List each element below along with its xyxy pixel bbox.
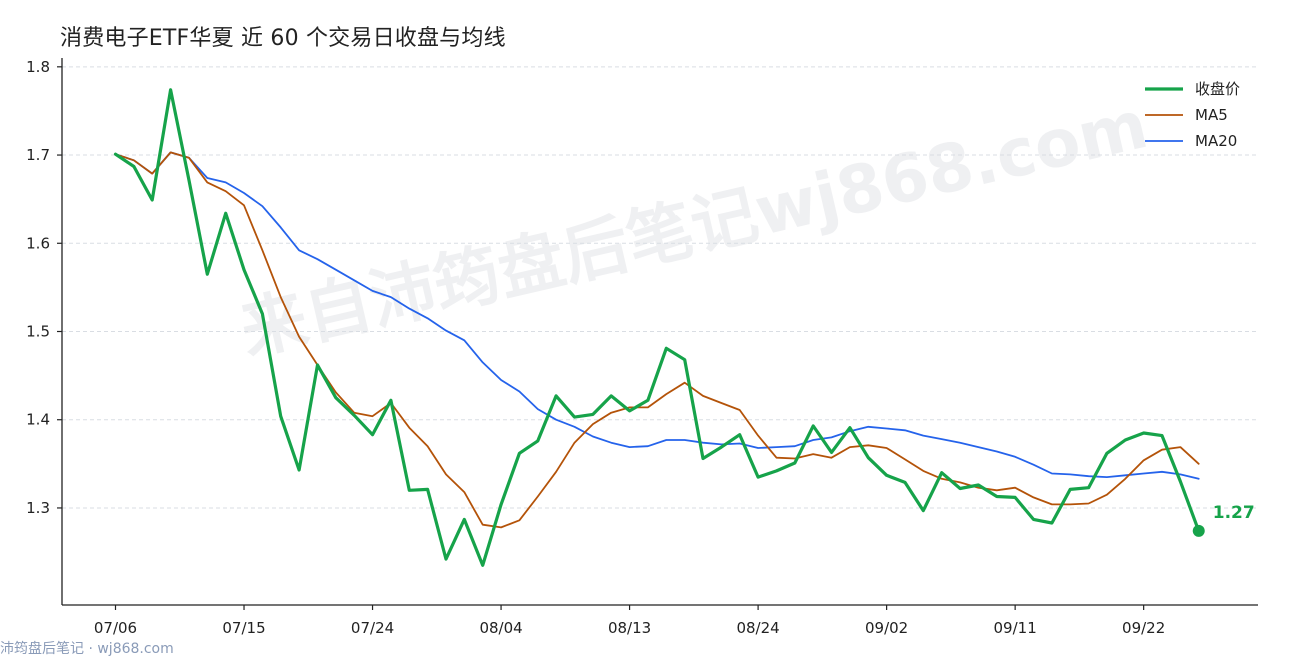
series-layer (113, 88, 1201, 567)
last-close-label: 1.27 (1213, 503, 1255, 523)
x-tick-label: 09/11 (994, 619, 1037, 637)
series-line-close (113, 88, 1201, 567)
tick-layer: 1.3 1.4 1.5 1.6 1.7 1.8 07/06 07/15 07/24 08/04 08… (26, 58, 1165, 637)
x-tick-label: 07/24 (351, 619, 394, 637)
chart-title: 消费电子ETF华夏 近 60 个交易日收盘与均线 (60, 26, 506, 51)
legend: 收盘价 MA5 MA20 (1145, 80, 1240, 150)
x-tick-label: 07/15 (222, 619, 265, 637)
x-tick-label: 08/13 (608, 619, 651, 637)
y-tick-label: 1.4 (26, 411, 50, 429)
series-line-ma5 (114, 151, 1200, 529)
legend-label-ma20: MA20 (1195, 132, 1237, 150)
x-tick-label: 09/02 (865, 619, 908, 637)
y-tick-label: 1.8 (26, 58, 50, 76)
footer-credit: 沛筠盘后笔记 · wj868.com (0, 641, 174, 657)
legend-label-ma5: MA5 (1195, 106, 1228, 124)
end-marker-layer: 1.27 (1192, 503, 1255, 537)
last-close-point (1192, 524, 1205, 537)
x-tick-label: 08/04 (479, 619, 522, 637)
y-tick-label: 1.7 (26, 146, 50, 164)
x-tick-label: 08/24 (736, 619, 779, 637)
grid-layer (62, 66, 1258, 509)
series-line-ma20 (114, 151, 1200, 480)
y-tick-label: 1.3 (26, 499, 50, 517)
y-tick-label: 1.6 (26, 234, 50, 252)
legend-label-close: 收盘价 (1195, 80, 1240, 98)
x-tick-label: 09/22 (1122, 619, 1165, 637)
y-tick-label: 1.5 (26, 323, 50, 341)
x-tick-label: 07/06 (94, 619, 137, 637)
